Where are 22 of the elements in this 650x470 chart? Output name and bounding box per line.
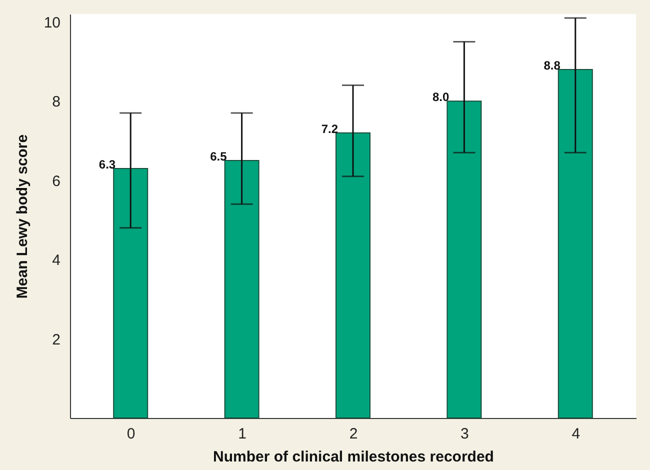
x-axis-title: Number of clinical milestones recorded xyxy=(213,448,494,466)
y-tick-label: 4 xyxy=(52,252,60,270)
x-tick-label: 2 xyxy=(349,426,358,442)
bar xyxy=(558,68,593,418)
data-label: 6.3 xyxy=(98,157,116,172)
y-axis-title: Mean Lewy body score xyxy=(14,134,31,299)
y-tick-label: 6 xyxy=(52,172,60,190)
x-tick-label: 4 xyxy=(572,426,580,442)
x-tick-label: 1 xyxy=(238,426,246,442)
y-tick-label: 2 xyxy=(52,331,60,348)
x-tick-label: 3 xyxy=(460,426,469,442)
bar xyxy=(224,160,260,418)
x-tick-label: 0 xyxy=(126,426,136,442)
y-tick-label: 10 xyxy=(44,14,60,32)
bar xyxy=(113,168,148,418)
bar xyxy=(336,132,370,418)
y-tick-label: 8 xyxy=(52,94,60,111)
data-label: 7.2 xyxy=(321,122,338,136)
bar xyxy=(446,100,482,418)
data-label: 8.0 xyxy=(432,90,450,104)
data-label: 6.5 xyxy=(210,150,228,164)
data-label: 8.8 xyxy=(544,58,561,72)
